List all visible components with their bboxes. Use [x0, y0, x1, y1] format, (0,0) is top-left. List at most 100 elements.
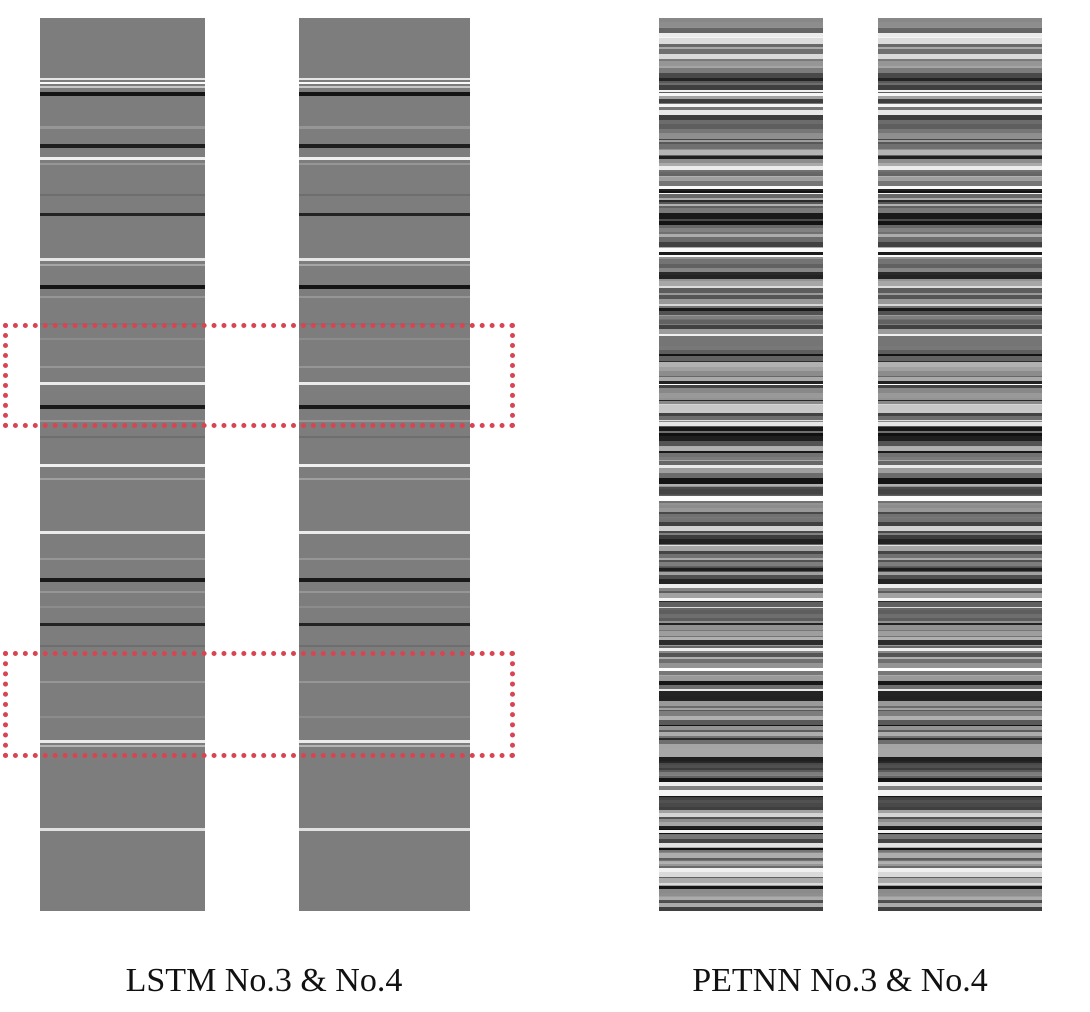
activation-band	[878, 120, 1042, 124]
activation-band	[659, 848, 823, 850]
activation-band	[878, 279, 1042, 281]
activation-band	[40, 126, 205, 129]
activation-band	[299, 258, 470, 261]
activation-band	[659, 341, 823, 346]
activation-band	[659, 518, 823, 522]
activation-band	[878, 149, 1042, 150]
activation-band	[878, 400, 1042, 401]
activation-band	[878, 242, 1042, 247]
activation-band	[659, 798, 823, 800]
activation-band	[659, 505, 823, 508]
activation-band	[878, 797, 1042, 798]
activation-band	[659, 401, 823, 404]
activation-band	[659, 139, 823, 140]
activation-band	[878, 861, 1042, 862]
activation-band	[878, 505, 1042, 508]
activation-band	[659, 575, 823, 579]
activation-band	[878, 93, 1042, 96]
activation-band	[659, 522, 823, 526]
activation-band	[878, 308, 1042, 311]
activation-band	[299, 144, 470, 148]
activation-band	[878, 708, 1042, 710]
activation-band	[878, 27, 1042, 28]
activation-band	[878, 172, 1042, 174]
activation-band	[659, 367, 823, 371]
activation-band	[659, 757, 823, 758]
activation-band	[659, 730, 823, 732]
activation-band	[299, 264, 470, 266]
lstm-no3-heatmap-strip	[40, 18, 205, 911]
activation-band	[659, 503, 823, 505]
activation-band	[40, 92, 205, 96]
activation-band	[878, 422, 1042, 426]
activation-band	[659, 288, 823, 293]
activation-band	[878, 163, 1042, 166]
activation-band	[659, 468, 823, 470]
activation-band	[878, 850, 1042, 852]
activation-band	[659, 872, 823, 877]
activation-band	[659, 174, 823, 176]
activation-band	[878, 28, 1042, 33]
activation-band	[659, 393, 823, 398]
activation-band	[878, 579, 1042, 584]
activation-band	[878, 833, 1042, 834]
activation-band	[878, 181, 1042, 186]
activation-band	[659, 817, 823, 819]
activation-band	[40, 740, 205, 743]
activation-band	[299, 213, 470, 216]
activation-band	[878, 648, 1042, 651]
activation-band	[659, 636, 823, 637]
activation-band	[659, 311, 823, 315]
activation-band	[659, 295, 823, 299]
activation-band	[299, 296, 470, 298]
activation-band	[659, 78, 823, 81]
activation-band	[659, 508, 823, 512]
activation-band	[659, 776, 823, 779]
activation-band	[659, 413, 823, 416]
activation-band	[659, 385, 823, 388]
activation-band	[299, 338, 470, 340]
activation-band	[878, 790, 1042, 796]
activation-band	[659, 893, 823, 896]
activation-band	[878, 388, 1042, 393]
activation-band	[659, 610, 823, 614]
activation-band	[659, 579, 823, 584]
activation-band	[659, 275, 823, 279]
activation-band	[659, 675, 823, 676]
activation-band	[878, 194, 1042, 198]
activation-band	[659, 461, 823, 465]
activation-band	[878, 730, 1042, 732]
activation-band	[40, 78, 205, 80]
activation-band	[659, 83, 823, 85]
activation-band	[878, 533, 1042, 535]
activation-band	[659, 778, 823, 782]
activation-band	[878, 264, 1042, 268]
activation-band	[659, 701, 823, 706]
activation-band	[659, 124, 823, 129]
activation-band	[659, 657, 823, 659]
activation-band	[659, 810, 823, 813]
activation-band	[659, 388, 823, 393]
activation-band	[878, 106, 1042, 110]
activation-band	[878, 681, 1042, 685]
activation-band	[659, 104, 823, 107]
activation-band	[659, 362, 823, 367]
activation-band	[659, 663, 823, 668]
activation-band	[878, 320, 1042, 324]
activation-band	[659, 371, 823, 376]
activation-band	[659, 883, 823, 885]
activation-band	[659, 286, 823, 288]
activation-band	[878, 834, 1042, 835]
activation-band	[878, 749, 1042, 753]
activation-band	[299, 740, 470, 743]
activation-band	[878, 496, 1042, 501]
activation-band	[659, 486, 823, 487]
activation-band	[878, 367, 1042, 371]
activation-band	[878, 896, 1042, 897]
activation-band	[659, 96, 823, 99]
activation-band	[878, 354, 1042, 356]
activation-band	[878, 81, 1042, 83]
activation-band	[659, 839, 823, 843]
activation-band	[659, 533, 823, 535]
activation-band	[878, 420, 1042, 421]
